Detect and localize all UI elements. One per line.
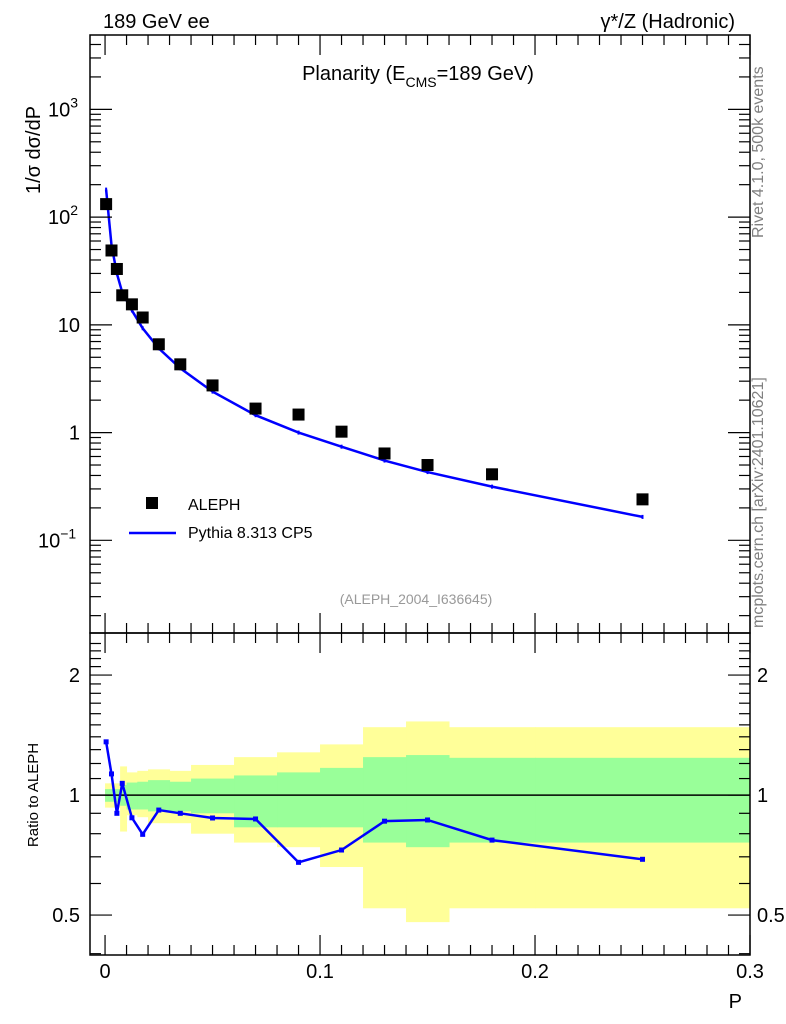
data-point-aleph [378, 447, 391, 460]
ratio-panel: 2 2 1 1 0.5 0.5 0 0.1 0.2 0.3 Ratio to ALEPH P [25, 632, 785, 1013]
mcplots-label: mcplots.cern.ch [arXiv:2401.10621] [750, 377, 767, 628]
analysis-annotation: (ALEPH_2004_I636645) [340, 591, 493, 607]
ratio-point [296, 859, 302, 865]
data-point-aleph [152, 338, 165, 351]
rivet-label: Rivet 4.1.0, 500k events [750, 66, 767, 238]
band-inner [126, 782, 138, 810]
data-point-aleph [292, 408, 305, 421]
band-inner [169, 781, 192, 812]
ratio-y-tick-label: 1 [69, 785, 80, 807]
ratio-point [177, 810, 183, 816]
main-ylabel: 1/σ dσ/dP [23, 106, 45, 194]
data-point-aleph [421, 459, 434, 472]
mc-curve [104, 189, 643, 519]
main-title: Planarity (ECMS=189 GeV) [302, 63, 534, 90]
ratio-point [140, 831, 146, 837]
ratio-point [114, 810, 120, 816]
ratio-point [129, 815, 135, 821]
ratio-y-tick-label-right: 0.5 [757, 905, 785, 927]
x-tick-label: 0.2 [521, 961, 549, 983]
ratio-y-tick-label-right: 1 [757, 785, 768, 807]
y-tick-label: 10−1 [38, 525, 76, 552]
legend: ALEPH Pythia 8.313 CP5 [129, 497, 313, 542]
ratio-ylabel: Ratio to ALEPH [25, 743, 42, 847]
ratio-point [382, 818, 388, 824]
band-inner [406, 755, 450, 848]
band-inner [449, 757, 536, 843]
ratio-y-tick-label: 0.5 [52, 905, 80, 927]
data-point-aleph [486, 468, 499, 481]
y-tick-label: 10 [58, 315, 80, 337]
y-tick-label: 1 [69, 423, 80, 445]
ratio-point [640, 856, 646, 862]
data-point-aleph [100, 198, 113, 211]
y-tick-label: 102 [48, 202, 78, 229]
legend-marker-aleph [146, 497, 158, 509]
x-tick-label: 0 [99, 961, 110, 983]
data-point-aleph [136, 311, 149, 324]
main-frame [89, 34, 751, 634]
ratio-y-tick-label: 2 [69, 665, 80, 687]
y-tick-label: 103 [48, 94, 78, 121]
band-inner [191, 778, 235, 814]
x-axis-label: P [729, 991, 742, 1013]
band-inner [363, 757, 407, 843]
band-inner [535, 757, 751, 843]
data-point-aleph [105, 244, 118, 257]
legend-label-mc: Pythia 8.313 CP5 [188, 525, 313, 542]
ratio-point [425, 817, 431, 823]
band-inner [320, 767, 364, 828]
ratio-point [339, 847, 345, 853]
data-point-aleph [636, 493, 649, 506]
ratio-point [489, 837, 495, 843]
header-left: 189 GeV ee [103, 11, 210, 33]
ratio-point [210, 815, 216, 821]
data-point-aleph [125, 298, 138, 311]
x-tick-label: 0.1 [306, 961, 334, 983]
ratio-curve [104, 741, 643, 864]
data-point-aleph [249, 402, 262, 415]
ratio-point [103, 739, 109, 745]
data-point-aleph [206, 379, 219, 392]
legend-label-aleph: ALEPH [188, 497, 240, 514]
ratio-frame [89, 632, 751, 956]
ratio-point [156, 807, 162, 813]
data-point-aleph [110, 262, 123, 275]
x-tick-label: 0.3 [736, 961, 764, 983]
header-right: γ*/Z (Hadronic) [601, 11, 735, 33]
ratio-point [108, 771, 114, 777]
ratio-y-tick-label-right: 2 [757, 665, 768, 687]
band-inner [277, 772, 321, 828]
data-point-aleph [335, 425, 348, 438]
ratio-point [253, 816, 259, 822]
data-point-aleph [174, 358, 187, 371]
data-point-aleph [116, 289, 129, 302]
ratio-point [119, 780, 125, 786]
